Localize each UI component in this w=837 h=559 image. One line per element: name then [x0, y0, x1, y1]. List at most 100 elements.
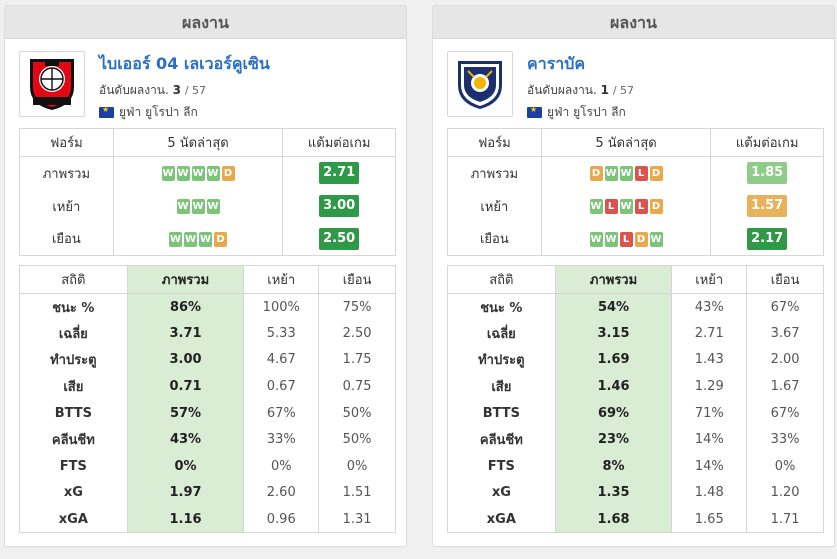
- stat-home: 14%: [671, 426, 748, 454]
- stat-away: 0.75: [318, 373, 396, 400]
- result-badge[interactable]: W: [589, 199, 603, 214]
- stats-header: สถิติ: [447, 265, 556, 294]
- result-badge[interactable]: W: [176, 199, 190, 214]
- qarabag-crest-icon: [458, 61, 502, 109]
- team-name-link[interactable]: ไบเออร์ 04 เลเวอร์คูเซิน: [99, 54, 270, 73]
- stat-overall: 1.69: [554, 346, 673, 374]
- result-badge[interactable]: D: [649, 199, 663, 214]
- stat-away: 50%: [318, 426, 396, 454]
- result-badge[interactable]: L: [604, 199, 618, 214]
- eu-flag-icon: [527, 105, 542, 118]
- league-name: ยูฟ่า ยูโรปา ลีก: [547, 105, 626, 119]
- league[interactable]: ยูฟ่า ยูโรปา ลีก: [99, 103, 198, 122]
- stat-label: xGA: [19, 506, 128, 534]
- result-badge[interactable]: D: [649, 166, 663, 182]
- result-badge[interactable]: W: [184, 231, 198, 247]
- team-header: คาราบัค อันดับผลงาน. 1 / 57 ยูฟ่า ยูโรปา…: [447, 51, 822, 121]
- stat-home: 100%: [243, 293, 320, 321]
- result-badge[interactable]: W: [176, 166, 190, 182]
- stat-label: xG: [19, 479, 128, 507]
- overall-header: ภาพรวม: [126, 265, 245, 294]
- stats-row: ชนะ % 54% 43% 67%: [447, 293, 824, 321]
- result-badge[interactable]: W: [161, 166, 175, 182]
- stat-home: 1.48: [671, 479, 748, 507]
- stat-label: xG: [447, 479, 556, 507]
- result-badge[interactable]: W: [191, 166, 205, 182]
- stat-home: 1.29: [671, 373, 748, 400]
- form-row-label: เยือน: [447, 222, 542, 256]
- stat-away: 3.67: [746, 320, 824, 347]
- result-badge[interactable]: L: [619, 231, 633, 247]
- stats-row: ชนะ % 86% 100% 75%: [19, 293, 396, 321]
- stat-away: 1.31: [318, 506, 396, 534]
- stat-overall: 54%: [554, 293, 673, 321]
- stat-overall: 86%: [126, 293, 245, 321]
- result-badge[interactable]: W: [649, 231, 663, 247]
- result-badge[interactable]: W: [206, 199, 220, 214]
- stat-home: 43%: [671, 293, 748, 321]
- stat-overall: 57%: [126, 399, 245, 427]
- stat-label: BTTS: [19, 399, 128, 427]
- stat-overall: 3.15: [554, 320, 673, 347]
- stats-row: xGA 1.16 0.96 1.31: [19, 506, 396, 534]
- result-badge[interactable]: D: [221, 166, 235, 182]
- result-badge[interactable]: L: [634, 199, 648, 214]
- panel-header: ผลงาน: [5, 6, 406, 39]
- rank-label: อันดับผลงาน.: [527, 83, 597, 97]
- stats-table: สถิติ ภาพรวม เหย้า เยือน ชนะ % 54% 43% 67% เ…: [447, 265, 824, 534]
- result-badge[interactable]: W: [169, 231, 183, 247]
- result-badge[interactable]: W: [604, 166, 618, 182]
- stats-row: xG 1.35 1.48 1.20: [447, 479, 824, 507]
- stat-away: 2.50: [318, 320, 396, 347]
- ppg-header: แต้มต่อเกม: [282, 128, 396, 157]
- stats-header: สถิติ: [19, 265, 128, 294]
- stat-home: 2.60: [243, 479, 320, 507]
- overall-header: ภาพรวม: [554, 265, 673, 294]
- team-logo[interactable]: [447, 51, 513, 117]
- stat-overall: 1.35: [554, 479, 673, 507]
- stat-label: BTTS: [447, 399, 556, 427]
- result-badge[interactable]: D: [634, 231, 648, 247]
- stat-away: 1.67: [746, 373, 824, 400]
- stat-label: เสีย: [19, 373, 128, 400]
- team-name-link[interactable]: คาราบัค: [527, 54, 586, 73]
- ppg-badge: 1.57: [747, 195, 788, 217]
- team-logo[interactable]: [19, 51, 85, 117]
- stat-home: 67%: [243, 399, 320, 427]
- away-header: เยือน: [746, 265, 824, 294]
- result-badge[interactable]: L: [634, 166, 648, 182]
- stat-overall: 43%: [126, 426, 245, 454]
- stats-table: สถิติ ภาพรวม เหย้า เยือน ชนะ % 86% 100% 75%…: [19, 265, 396, 534]
- form-header: ฟอร์ม: [19, 128, 114, 157]
- home-header: เหย้า: [243, 265, 320, 294]
- stats-row: BTTS 57% 67% 50%: [19, 399, 396, 427]
- result-badge[interactable]: W: [604, 231, 618, 247]
- stat-away: 2.00: [746, 346, 824, 374]
- stat-home: 33%: [243, 426, 320, 454]
- away-header: เยือน: [318, 265, 396, 294]
- result-badge[interactable]: W: [619, 199, 633, 214]
- stats-row: เสีย 0.71 0.67 0.75: [19, 373, 396, 400]
- stat-home: 0.67: [243, 373, 320, 400]
- result-badge[interactable]: D: [214, 231, 228, 247]
- result-badge[interactable]: W: [206, 166, 220, 182]
- league[interactable]: ยูฟ่า ยูโรปา ลีก: [527, 103, 626, 122]
- league-name: ยูฟ่า ยูโรปา ลีก: [119, 105, 198, 119]
- result-badge[interactable]: W: [199, 231, 213, 247]
- result-badge[interactable]: W: [589, 231, 603, 247]
- stat-label: คลีนชีท: [19, 426, 128, 454]
- stat-home: 1.43: [671, 346, 748, 374]
- form-row-label: เยือน: [19, 222, 114, 256]
- result-badge[interactable]: W: [619, 166, 633, 182]
- stat-home: 4.67: [243, 346, 320, 374]
- result-badge[interactable]: D: [589, 166, 603, 182]
- result-badge[interactable]: W: [191, 199, 205, 214]
- stat-overall: 1.97: [126, 479, 245, 507]
- stat-label: คลีนชีท: [447, 426, 556, 454]
- stat-overall: 8%: [554, 453, 673, 480]
